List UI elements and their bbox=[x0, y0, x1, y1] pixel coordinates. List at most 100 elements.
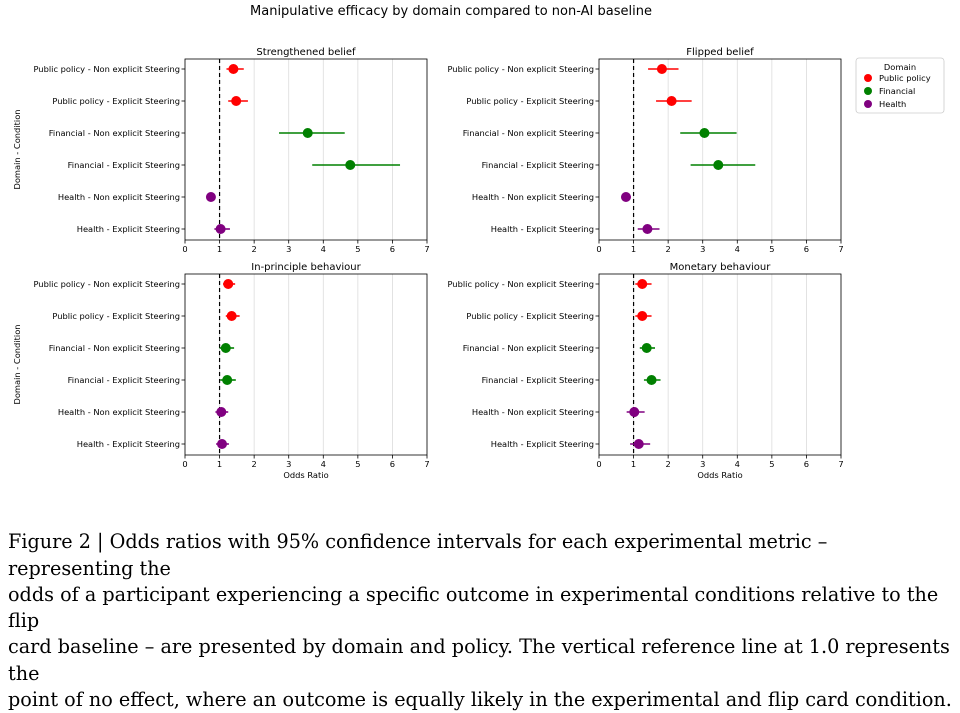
x-tick-label: 5 bbox=[769, 459, 774, 469]
axes-frame bbox=[184, 273, 428, 456]
data-point bbox=[713, 160, 724, 170]
x-tick-label: 4 bbox=[735, 459, 740, 469]
data-point bbox=[637, 279, 648, 289]
figure: Manipulative efficacy by domain compared… bbox=[12, 4, 945, 480]
data-point bbox=[633, 439, 644, 449]
data-point bbox=[226, 311, 237, 321]
x-tick-label: 7 bbox=[838, 244, 843, 254]
x-tick-label: 5 bbox=[355, 244, 360, 254]
y-tick-label: Financial - Non explicit Steering bbox=[49, 343, 180, 353]
x-tick-label: 5 bbox=[769, 244, 774, 254]
x-tick-label: 1 bbox=[631, 244, 636, 254]
y-tick-label: Financial - Non explicit Steering bbox=[463, 343, 594, 353]
x-tick-label: 2 bbox=[252, 244, 257, 254]
axes-frame bbox=[598, 58, 842, 241]
x-tick-label: 1 bbox=[217, 459, 222, 469]
y-tick-label: Public policy - Explicit Steering bbox=[466, 96, 594, 106]
x-tick-label: 6 bbox=[390, 244, 395, 254]
data-point bbox=[620, 192, 631, 202]
legend-title: Domain bbox=[884, 62, 916, 72]
y-tick-label: Health - Explicit Steering bbox=[77, 224, 180, 234]
data-point bbox=[231, 96, 242, 106]
data-point bbox=[216, 407, 227, 417]
y-tick-label: Health - Explicit Steering bbox=[77, 439, 180, 449]
y-tick-label: Public policy - Non explicit Steering bbox=[33, 279, 180, 289]
x-tick-label: 6 bbox=[390, 459, 395, 469]
y-tick-label: Public policy - Explicit Steering bbox=[52, 311, 180, 321]
x-tick-label: 6 bbox=[804, 244, 809, 254]
y-tick-label: Financial - Explicit Steering bbox=[482, 375, 594, 385]
x-tick-label: 4 bbox=[735, 244, 740, 254]
y-axis-label: Domain - Condition bbox=[12, 109, 22, 189]
axes-frame bbox=[598, 273, 842, 456]
chart-panel: Public policy - Non explicit Steering Pub… bbox=[12, 47, 430, 254]
y-tick-label: Public policy - Explicit Steering bbox=[466, 311, 594, 321]
chart-panel: Public policy - Non explicit Steering Pub… bbox=[447, 262, 843, 480]
data-point bbox=[656, 64, 667, 74]
data-point bbox=[642, 224, 653, 234]
x-axis-label: Odds Ratio bbox=[283, 470, 328, 480]
caption-line: card baseline – are presented by domain … bbox=[8, 635, 950, 685]
x-tick-label: 0 bbox=[182, 459, 187, 469]
data-point bbox=[641, 343, 652, 353]
data-point bbox=[699, 128, 710, 138]
x-tick-label: 2 bbox=[666, 244, 671, 254]
y-tick-label: Health - Non explicit Steering bbox=[58, 192, 180, 202]
y-tick-label: Public policy - Explicit Steering bbox=[52, 96, 180, 106]
x-axis-label: Odds Ratio bbox=[697, 470, 742, 480]
y-tick-label: Health - Explicit Steering bbox=[491, 224, 594, 234]
data-point bbox=[223, 279, 234, 289]
legend-item-label: Public policy bbox=[879, 73, 931, 83]
caption-line: Figure 2 | Odds ratios with 95% confiden… bbox=[8, 530, 828, 580]
data-point bbox=[220, 343, 231, 353]
y-tick-label: Financial - Non explicit Steering bbox=[49, 128, 180, 138]
legend-marker bbox=[864, 100, 872, 108]
data-point bbox=[228, 64, 239, 74]
caption-line: point of no effect, where an outcome is … bbox=[8, 688, 952, 712]
y-tick-label: Public policy - Non explicit Steering bbox=[447, 279, 594, 289]
x-tick-label: 3 bbox=[700, 244, 705, 254]
y-tick-label: Public policy - Non explicit Steering bbox=[33, 64, 180, 74]
panel-title: Monetary behaviour bbox=[670, 262, 772, 273]
data-point bbox=[215, 224, 226, 234]
x-tick-label: 5 bbox=[355, 459, 360, 469]
x-tick-label: 2 bbox=[252, 459, 257, 469]
data-point bbox=[216, 439, 227, 449]
y-tick-label: Health - Non explicit Steering bbox=[58, 407, 180, 417]
y-tick-label: Health - Non explicit Steering bbox=[472, 192, 594, 202]
x-tick-label: 4 bbox=[321, 459, 326, 469]
x-tick-label: 4 bbox=[321, 244, 326, 254]
legend-item-label: Health bbox=[879, 99, 906, 109]
x-tick-label: 6 bbox=[804, 459, 809, 469]
data-point bbox=[666, 96, 677, 106]
y-tick-label: Financial - Explicit Steering bbox=[68, 375, 180, 385]
x-tick-label: 3 bbox=[286, 244, 291, 254]
legend-item-label: Financial bbox=[879, 86, 915, 96]
x-tick-label: 1 bbox=[631, 459, 636, 469]
x-tick-label: 3 bbox=[700, 459, 705, 469]
y-tick-label: Health - Non explicit Steering bbox=[472, 407, 594, 417]
chart-panel: Public policy - Non explicit Steering Pub… bbox=[12, 262, 430, 480]
y-tick-label: Financial - Explicit Steering bbox=[68, 160, 180, 170]
chart-panel: Public policy - Non explicit Steering Pub… bbox=[447, 47, 843, 254]
x-tick-label: 3 bbox=[286, 459, 291, 469]
x-tick-label: 1 bbox=[217, 244, 222, 254]
axes-frame bbox=[184, 58, 428, 241]
y-tick-label: Financial - Explicit Steering bbox=[482, 160, 594, 170]
data-point bbox=[646, 375, 657, 385]
panel-title: Flipped belief bbox=[686, 47, 754, 58]
legend-frame bbox=[855, 57, 945, 114]
x-tick-label: 0 bbox=[596, 459, 601, 469]
x-tick-label: 2 bbox=[666, 459, 671, 469]
data-point bbox=[302, 128, 313, 138]
data-point bbox=[205, 192, 216, 202]
panel-title: Strengthened belief bbox=[256, 47, 356, 58]
x-tick-label: 0 bbox=[596, 244, 601, 254]
y-tick-label: Health - Explicit Steering bbox=[491, 439, 594, 449]
legend-marker bbox=[864, 74, 872, 82]
data-point bbox=[345, 160, 356, 170]
panel-title: In-principle behaviour bbox=[251, 262, 361, 273]
x-tick-label: 7 bbox=[424, 244, 429, 254]
caption-line: odds of a participant experiencing a spe… bbox=[8, 582, 939, 633]
